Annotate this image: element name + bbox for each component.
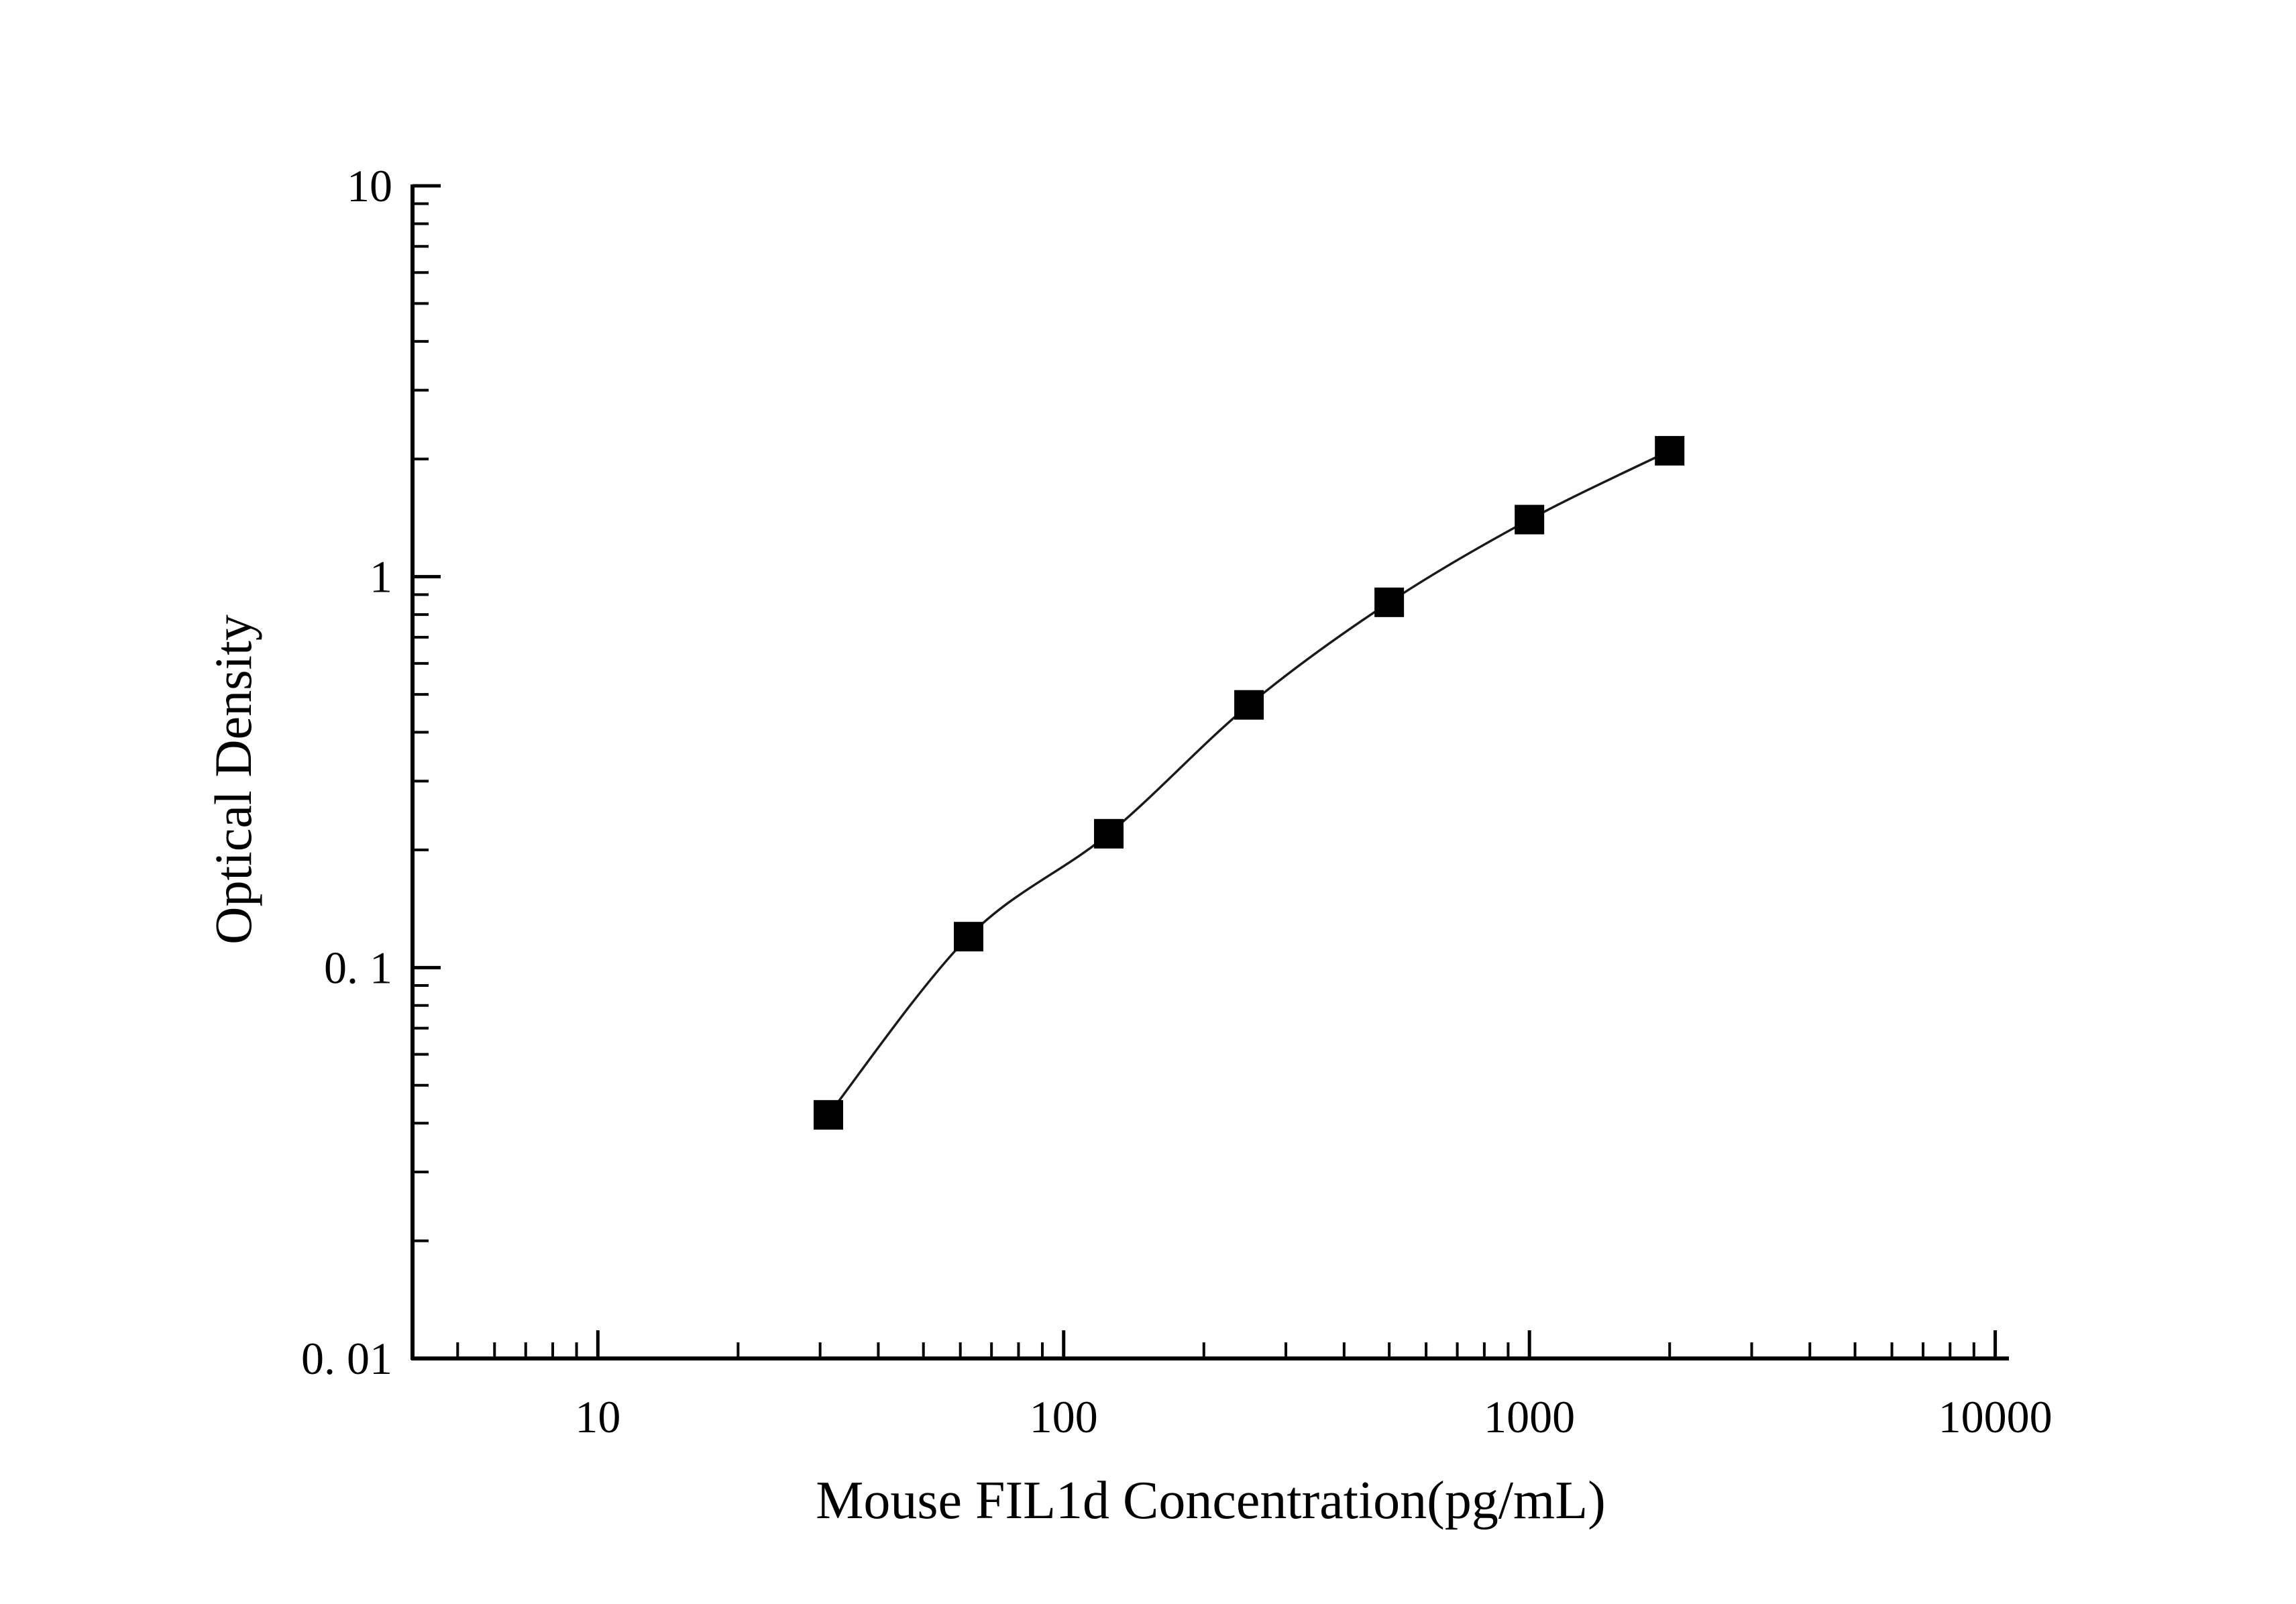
data-point-marker <box>1374 587 1405 617</box>
data-point-marker <box>954 922 984 952</box>
x-axis-title: Mouse FIL1d Concentration(pg/mL) <box>816 1471 1606 1530</box>
data-point-marker <box>1655 435 1685 466</box>
standard-curve-line <box>827 449 1670 1116</box>
y-tick-label: 0. 1 <box>324 942 392 993</box>
x-tick-label: 1000 <box>1484 1391 1575 1442</box>
data-point-marker <box>1515 504 1545 535</box>
y-tick-label: 0. 01 <box>301 1333 392 1384</box>
y-tick-label: 1 <box>370 551 392 602</box>
x-tick-label: 10 <box>575 1391 620 1442</box>
data-point-marker <box>1094 818 1124 849</box>
data-point-marker <box>813 1100 843 1130</box>
y-axis-title: Optical Density <box>204 614 262 945</box>
x-tick-label: 100 <box>1030 1391 1098 1442</box>
x-tick-label: 10000 <box>1938 1391 2053 1442</box>
y-tick-label: 10 <box>347 160 392 211</box>
data-point-marker <box>1234 690 1264 720</box>
